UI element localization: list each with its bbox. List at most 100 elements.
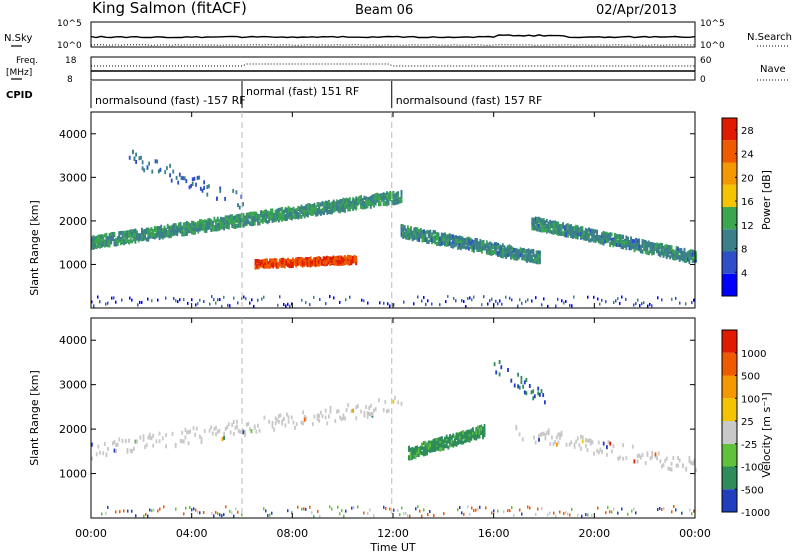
echo-cell: [427, 234, 430, 239]
echo-cell: [147, 237, 150, 242]
echo-cell: [276, 215, 279, 220]
echo-cell: [365, 196, 367, 201]
echo-cell: [669, 248, 671, 253]
echo-cell: [368, 406, 371, 410]
echo-cell: [120, 239, 122, 244]
echo-cell: [450, 439, 453, 444]
echo-cell: [101, 512, 103, 516]
echo-cell: [510, 255, 512, 260]
echo-cell: [299, 206, 301, 211]
echo-cell: [456, 245, 459, 250]
echo-cell: [465, 305, 467, 308]
echo-cell: [586, 228, 589, 233]
echo-cell: [386, 202, 388, 207]
echo-cell: [479, 244, 482, 249]
echo-cell: [573, 230, 576, 235]
echo-cell: [294, 213, 296, 217]
echo-cell: [573, 233, 576, 238]
echo-cell: [303, 414, 306, 419]
echo-cell: [620, 238, 623, 243]
echo-cell: [186, 221, 188, 226]
echo-cell: [291, 511, 293, 515]
echo-cell: [400, 194, 403, 199]
echo-cell: [173, 227, 175, 232]
echo-cell: [118, 437, 121, 442]
echo-cell: [283, 258, 286, 263]
echo-cell: [115, 449, 117, 454]
echo-cell: [147, 231, 150, 236]
echo-cell: [657, 244, 660, 249]
echo-cell: [567, 512, 569, 516]
echo-cell: [213, 298, 215, 302]
echo-cell: [155, 229, 158, 234]
echo-cell: [318, 208, 321, 213]
echo-cell: [105, 232, 108, 237]
echo-cell: [331, 201, 333, 206]
colorbar-swatch: [722, 207, 737, 230]
echo-cell: [409, 451, 412, 456]
echo-cell: [490, 246, 493, 251]
echo-cell: [304, 261, 307, 266]
power-ylabel: Slant Range [km]: [28, 200, 41, 296]
echo-cell: [437, 239, 440, 244]
echo-cell: [506, 245, 509, 250]
echo-cell: [643, 245, 645, 250]
echo-cell: [118, 231, 121, 236]
echo-cell: [208, 225, 211, 230]
echo-cell: [115, 300, 117, 304]
echo-cell: [673, 505, 675, 508]
echo-cell: [609, 510, 611, 514]
nave-tick-bottom: 0: [700, 75, 706, 85]
echo-cell: [139, 236, 142, 241]
echo-cell: [506, 248, 509, 253]
echo-cell: [217, 512, 219, 516]
echo-cell: [445, 237, 448, 242]
echo-cell: [497, 242, 499, 247]
echo-cell: [497, 302, 499, 306]
echo-cell: [472, 430, 474, 435]
colorbar-swatch: [722, 489, 737, 512]
echo-cell: [447, 437, 450, 442]
echo-cell: [329, 256, 332, 261]
echo-cell: [529, 253, 532, 258]
echo-cell: [316, 416, 319, 421]
echo-cell: [347, 254, 349, 259]
nsky-panel: N.Sky 10^5 10^0 10^5 10^0 N.Search: [4, 19, 792, 51]
echo-cell: [216, 222, 219, 227]
echo-cell: [536, 227, 539, 232]
echo-cell: [371, 194, 374, 199]
echo-cell: [397, 196, 400, 201]
echo-cell: [329, 261, 332, 266]
echo-cell: [432, 439, 435, 444]
echo-cell: [686, 257, 689, 262]
echo-cell: [557, 297, 559, 301]
echo-cell: [170, 228, 172, 233]
echo-cell: [349, 197, 351, 202]
echo-cell: [537, 225, 540, 230]
echo-cell: [182, 222, 185, 227]
echo-cell: [517, 304, 519, 308]
echo-cell: [316, 212, 319, 217]
echo-cell: [237, 428, 240, 433]
echo-cell: [421, 446, 423, 450]
echo-cell: [437, 241, 440, 246]
echo-cell: [493, 249, 496, 254]
echo-cell: [236, 218, 238, 223]
echo-cell: [552, 223, 555, 227]
echo-cell: [373, 199, 375, 204]
echo-cell: [161, 436, 164, 441]
echo-cell: [119, 510, 121, 514]
echo-cell: [461, 241, 464, 246]
echo-cell: [236, 216, 238, 220]
echo-cell: [339, 260, 341, 265]
echo-cell: [337, 259, 340, 264]
echo-cell: [239, 224, 242, 228]
echo-cell: [523, 380, 526, 385]
echo-cell: [215, 432, 217, 437]
echo-cell: [472, 433, 474, 438]
echo-cell: [490, 249, 493, 254]
echo-cell: [633, 507, 635, 511]
echo-cell: [622, 443, 624, 448]
velocity-ylabel: Slant Range [km]: [28, 370, 41, 466]
echo-cell: [537, 223, 540, 228]
